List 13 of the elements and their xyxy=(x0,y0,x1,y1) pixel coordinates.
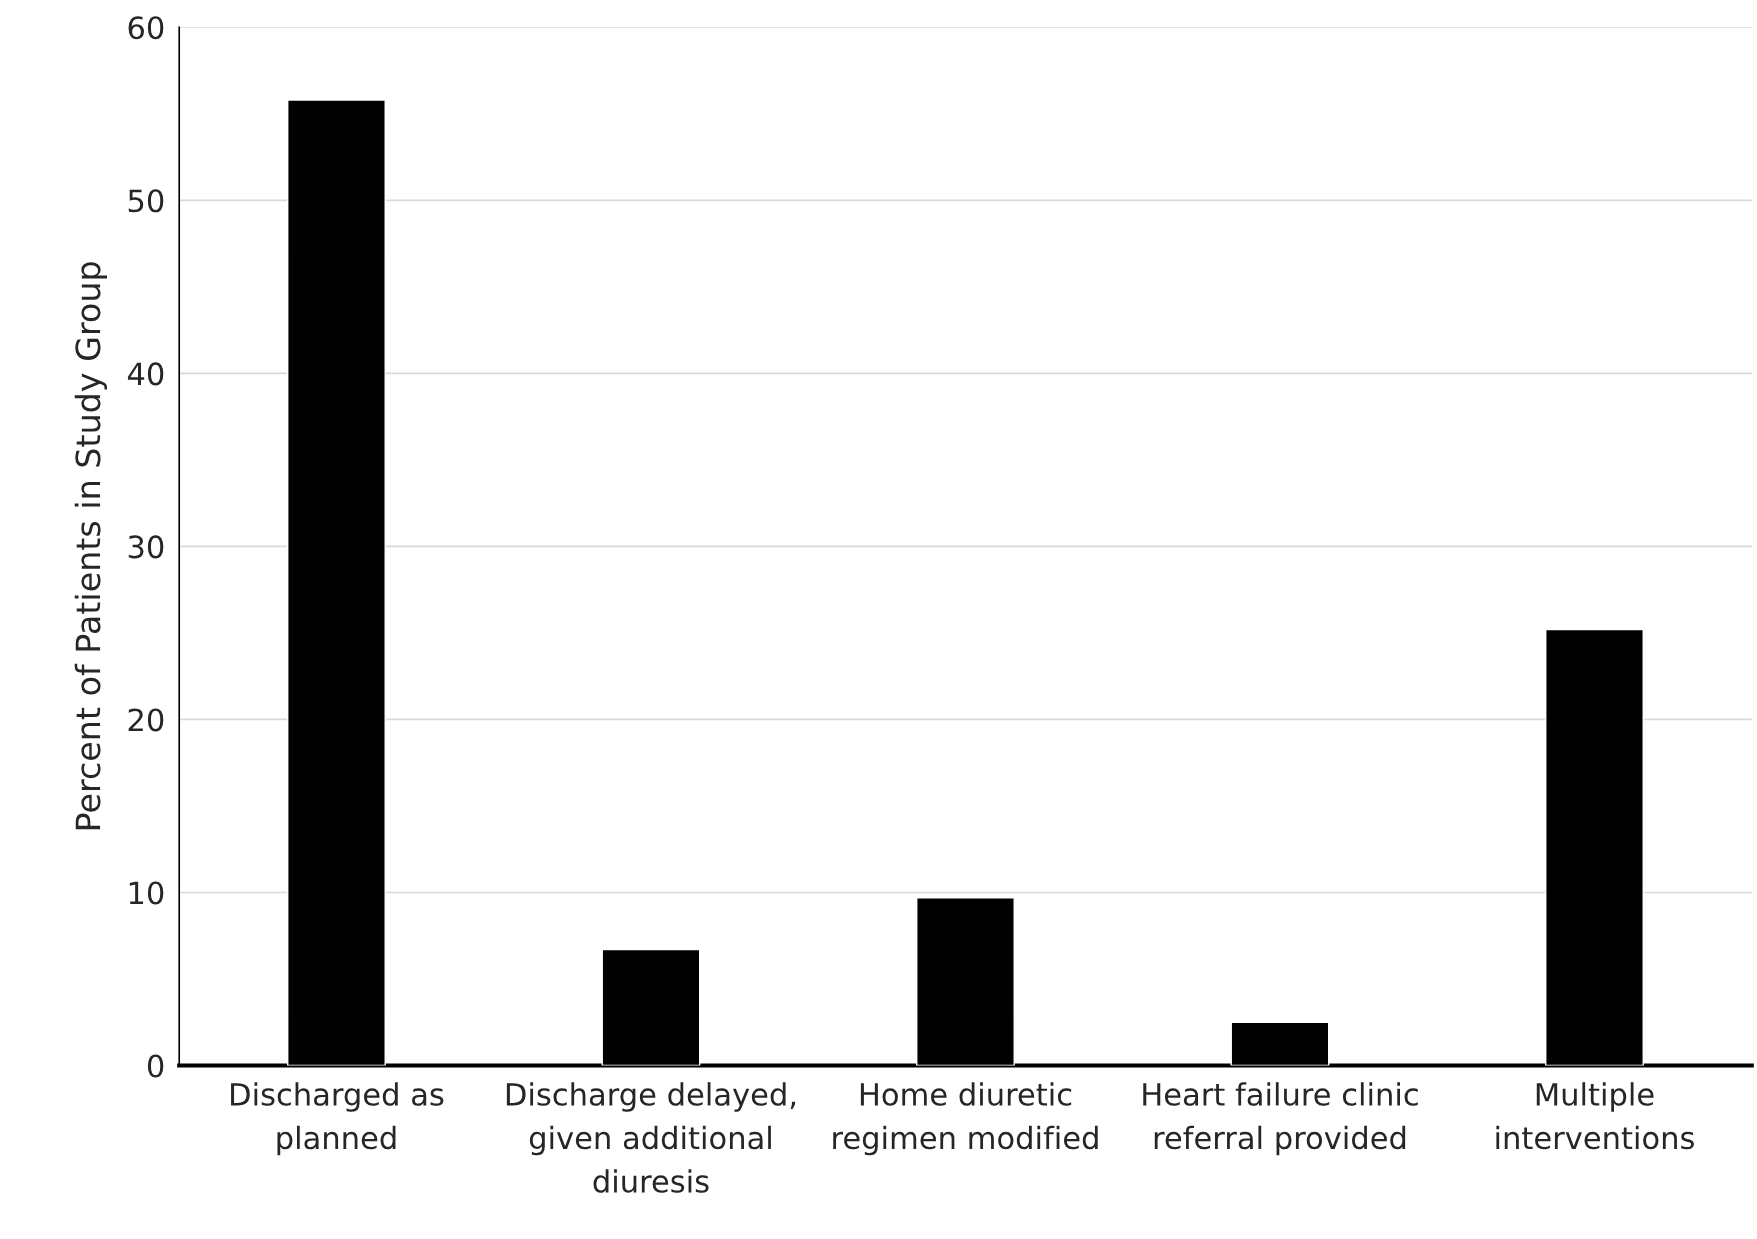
y-tick-label: 20 xyxy=(128,708,164,732)
y-tick-label: 30 xyxy=(128,535,164,559)
y-tick-label: 0 xyxy=(147,1054,164,1078)
x-tick-label: Home diuretic regimen modified xyxy=(833,1082,1098,1156)
x-tick-label: Heart failure clinic referral provided xyxy=(1143,1082,1418,1156)
x-tick-label: Discharged as planned xyxy=(231,1082,444,1156)
y-tick-label: 40 xyxy=(127,362,164,386)
y-tick-label: 50 xyxy=(128,189,164,213)
y-tick-label: 60 xyxy=(128,16,164,40)
y-axis-title: Percent of Patients in Study Group xyxy=(74,262,107,830)
x-tick-label: Discharge delayed, given additional diuresis xyxy=(506,1082,796,1193)
x-tick-label: Multiple interventions xyxy=(1496,1082,1694,1150)
y-tick-label: 10 xyxy=(129,881,164,905)
